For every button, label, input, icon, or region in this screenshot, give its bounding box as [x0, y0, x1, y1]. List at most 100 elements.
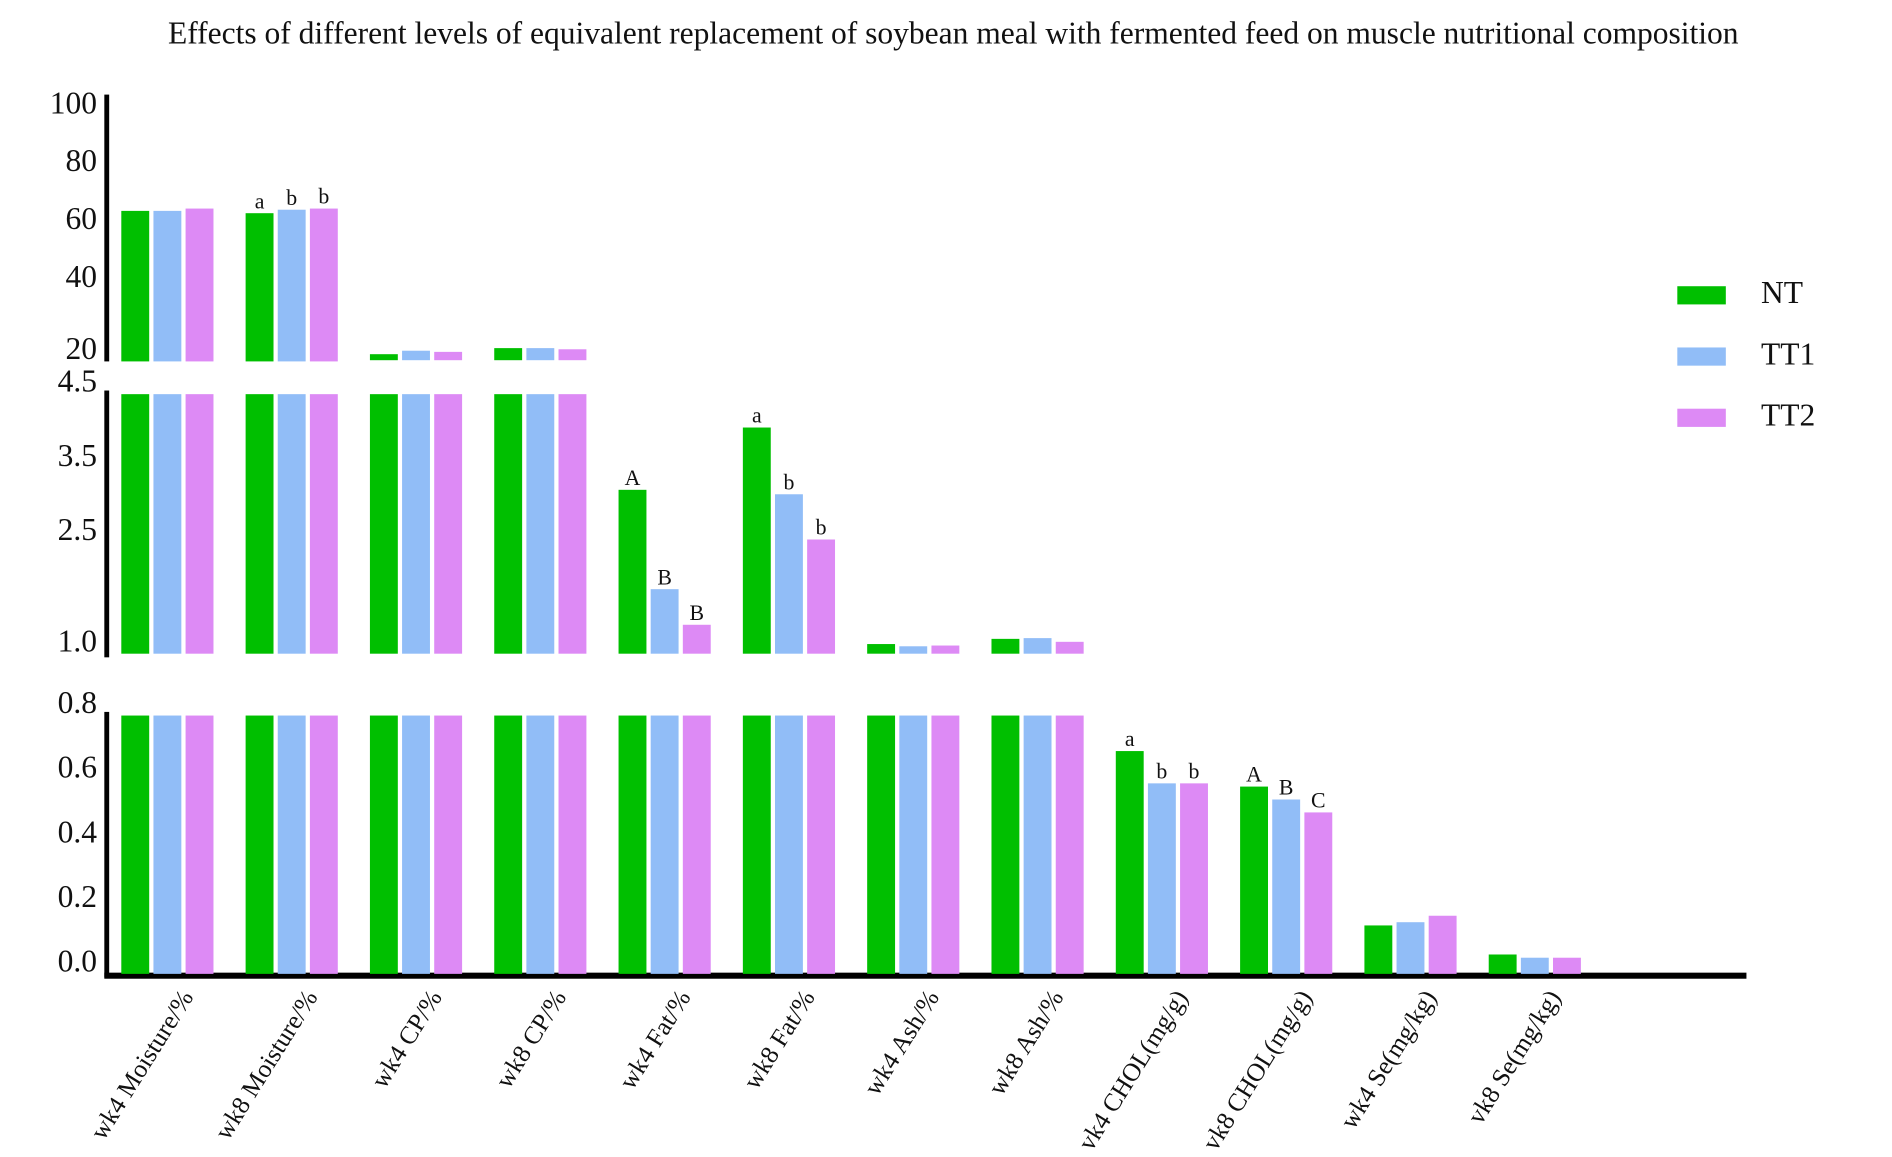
y-tick-label: 20	[66, 331, 98, 366]
y-axis-line-middle	[104, 390, 110, 658]
bar-nt-0-seg1	[121, 394, 150, 654]
bar-tt1-4-seg2	[650, 715, 679, 974]
chart-title: Effects of different levels of equivalen…	[168, 16, 1739, 51]
bar-tt2-6-seg2	[931, 715, 960, 974]
category-labels: wk4 Moisture/% wk8 Moisture/% wk4 CP/% wk8 …	[84, 985, 1566, 1156]
bar-tt1-1-seg0	[277, 209, 306, 362]
bar-tt1-10-seg2	[1396, 922, 1425, 974]
x-tick-label: wk4 CP/%	[365, 985, 448, 1093]
bar-nt-2-seg1	[369, 394, 398, 654]
bar-tt1-1-seg2	[277, 715, 306, 974]
x-tick-label: vk8 Se(mg/kg)	[1461, 985, 1566, 1129]
bar-tt1-2-seg0	[402, 350, 430, 361]
bar-tt1-5-seg1	[774, 494, 803, 654]
axes: 100 80 60 40 204.5 3.5 2.5 1.0 0.8 0.6 0.4 0.2 0.0	[50, 85, 1747, 979]
significance-letter: C	[1311, 789, 1326, 813]
significance-letter: b	[1156, 760, 1167, 784]
significance-letter: B	[1279, 776, 1294, 800]
x-tick-label: vk4 CHOL(mg/g)	[1072, 985, 1194, 1156]
significance-letter: b	[1189, 760, 1200, 784]
bar-tt1-3-seg2	[526, 715, 555, 974]
bar-nt-2-seg0	[369, 354, 398, 361]
bar-tt1-0-seg2	[153, 715, 182, 974]
x-tick-label: vk8 CHOL(mg/g)	[1196, 985, 1318, 1156]
bar-tt2-1-seg1	[309, 394, 338, 654]
x-tick-label: wk8 Moisture/%	[209, 985, 324, 1145]
bar-nt-3-seg1	[494, 394, 523, 654]
x-tick-label: wk4 Fat/%	[613, 985, 696, 1095]
bar-nt-6-seg1	[867, 644, 896, 654]
x-tick-label: wk4 Moisture/%	[84, 985, 199, 1145]
bar-nt-2-seg2	[369, 715, 398, 974]
bar-tt2-5-seg1	[807, 539, 836, 654]
bar-tt1-6-seg1	[899, 646, 928, 654]
y-tick-label: 1.0	[58, 623, 97, 658]
significance-letter: a	[1125, 727, 1135, 751]
bar-tt2-7-seg2	[1055, 715, 1084, 974]
bar-tt2-11-seg2	[1553, 957, 1581, 974]
bar-nt-3-seg2	[494, 715, 523, 974]
bar-tt2-4-seg1	[682, 624, 711, 654]
bar-nt-1-seg1	[245, 394, 274, 654]
bar-nt-10-seg2	[1364, 925, 1393, 974]
x-tick-label: wk8 Fat/%	[737, 985, 820, 1095]
bar-tt2-7-seg1	[1055, 641, 1084, 654]
bar-tt1-0-seg0	[153, 210, 182, 362]
bar-tt2-10-seg2	[1428, 915, 1457, 974]
bar-nt-6-seg2	[867, 715, 896, 974]
bar-nt-3-seg0	[494, 348, 523, 361]
legend-swatch-tt2	[1677, 408, 1726, 427]
bar-tt2-0-seg1	[185, 394, 214, 654]
y-tick-label: 80	[66, 143, 98, 178]
bar-nt-4-seg2	[618, 715, 647, 974]
significance-letter: b	[318, 185, 329, 209]
bar-nt-0-seg2	[121, 715, 150, 974]
bar-tt1-3-seg0	[526, 348, 555, 361]
bar-nt-1-seg2	[245, 715, 274, 974]
legend-label-tt2: TT2	[1761, 398, 1815, 433]
bar-tt2-2-seg2	[434, 715, 463, 974]
bar-tt1-6-seg2	[899, 715, 928, 974]
y-tick-label: 0.8	[58, 685, 97, 720]
bar-tt2-1-seg0	[309, 208, 338, 362]
bar-tt1-2-seg2	[402, 715, 430, 974]
legend-label-nt: NT	[1761, 275, 1803, 310]
y-tick-label: 0.0	[58, 943, 97, 978]
y-tick-label: 40	[66, 259, 98, 294]
bar-nt-8-seg2	[1115, 751, 1144, 974]
bar-tt2-5-seg2	[807, 715, 836, 974]
bar-tt2-3-seg1	[558, 394, 587, 654]
y-tick-label: 3.5	[58, 438, 97, 473]
legend-swatch-tt1	[1677, 347, 1726, 366]
bar-tt1-9-seg2	[1272, 799, 1301, 974]
bar-tt2-9-seg2	[1304, 812, 1333, 974]
significance-letter: A	[1246, 763, 1262, 787]
significance-letter: a	[255, 189, 265, 213]
bar-nt-1-seg0	[245, 213, 274, 362]
bar-tt2-3-seg0	[558, 349, 587, 361]
bar-nt-5-seg1	[742, 427, 771, 654]
legend-label-tt1: TT1	[1761, 336, 1815, 371]
x-tick-label: wk4 Se(mg/kg)	[1334, 985, 1442, 1134]
y-axis-line-bottom	[104, 711, 110, 978]
bar-tt1-5-seg2	[774, 715, 803, 974]
bar-tt2-2-seg0	[434, 351, 463, 361]
y-tick-label: 0.6	[58, 750, 97, 785]
y-tick-label: 100	[50, 85, 97, 120]
bar-nt-7-seg2	[991, 715, 1020, 974]
y-tick-label: 4.5	[58, 364, 97, 399]
y-axis-line-top	[104, 94, 110, 362]
y-tick-label: 2.5	[58, 512, 97, 547]
bar-tt1-4-seg1	[650, 589, 679, 654]
bar-tt1-2-seg1	[402, 394, 430, 654]
x-tick-label: wk8 Ash/%	[982, 985, 1069, 1101]
bar-nt-5-seg2	[742, 715, 771, 974]
x-axis-line	[104, 972, 1747, 979]
bar-tt1-7-seg2	[1023, 715, 1052, 974]
significance-letter: b	[816, 516, 827, 540]
bar-tt2-8-seg2	[1180, 783, 1208, 974]
bar-tt2-0-seg0	[185, 208, 214, 362]
legend: NT TT1 TT2	[1677, 275, 1815, 433]
x-tick-label: wk4 Ash/%	[858, 985, 945, 1101]
